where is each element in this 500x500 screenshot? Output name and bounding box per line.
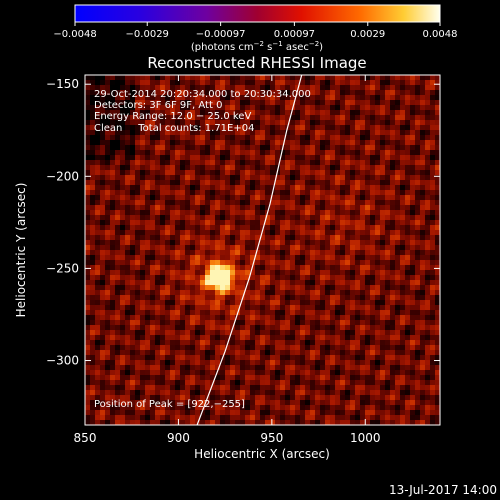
- x-tick-label: 1000: [350, 431, 381, 445]
- colorbar: [74, 4, 441, 23]
- y-tick-label: −150: [46, 77, 79, 91]
- heatmap-image: [85, 75, 440, 425]
- chart-title: Reconstructed RHESSI Image: [147, 54, 366, 72]
- colorbar-tick-label: −0.0029: [126, 29, 169, 40]
- colorbar-tick-label: −0.0048: [53, 29, 96, 40]
- colorbar-tick-label: 0.00097: [274, 29, 315, 40]
- footer-date: 13-Jul-2017 14:00: [389, 483, 497, 497]
- x-tick-label: 900: [167, 431, 190, 445]
- y-axis-label: Heliocentric Y (arcsec): [14, 183, 28, 318]
- y-tick-label: −200: [46, 169, 79, 183]
- annotation-energy: Energy Range: 12.0 − 25.0 keV: [94, 111, 251, 122]
- y-tick-label: −250: [46, 261, 79, 275]
- x-axis-label: Heliocentric X (arcsec): [194, 447, 330, 461]
- x-tick-label: 950: [260, 431, 283, 445]
- axis-ticks: 850 900 950 1000 −150 −200 −250 −300: [46, 75, 440, 445]
- colorbar-tick-label: −0.00097: [196, 29, 246, 40]
- solar-limb-curve: [196, 75, 303, 425]
- peak-position-label: Position of Peak = [922,−255]: [94, 399, 245, 410]
- annotation-detectors: Detectors: 3F 6F 9F, Att 0: [94, 100, 222, 111]
- x-tick-label: 850: [74, 431, 97, 445]
- colorbar-tick-label: 0.0048: [423, 29, 458, 40]
- y-tick-label: −300: [46, 354, 79, 368]
- colorbar-ticks: −0.0048 −0.0029 −0.00097 0.00097 0.0029 0.004…: [53, 22, 458, 40]
- annotation-block: 29-Oct-2014 20:20:34.000 to 20:30:34.000…: [94, 89, 311, 134]
- annotation-clean: Clean Total counts: 1.71E+04: [94, 123, 254, 134]
- annotation-time: 29-Oct-2014 20:20:34.000 to 20:30:34.000: [94, 89, 311, 100]
- colorbar-unit-label: (photons cm−2 s−1 asec−2): [191, 40, 323, 53]
- plot-frame: [84, 74, 441, 426]
- colorbar-tick-label: 0.0029: [350, 29, 385, 40]
